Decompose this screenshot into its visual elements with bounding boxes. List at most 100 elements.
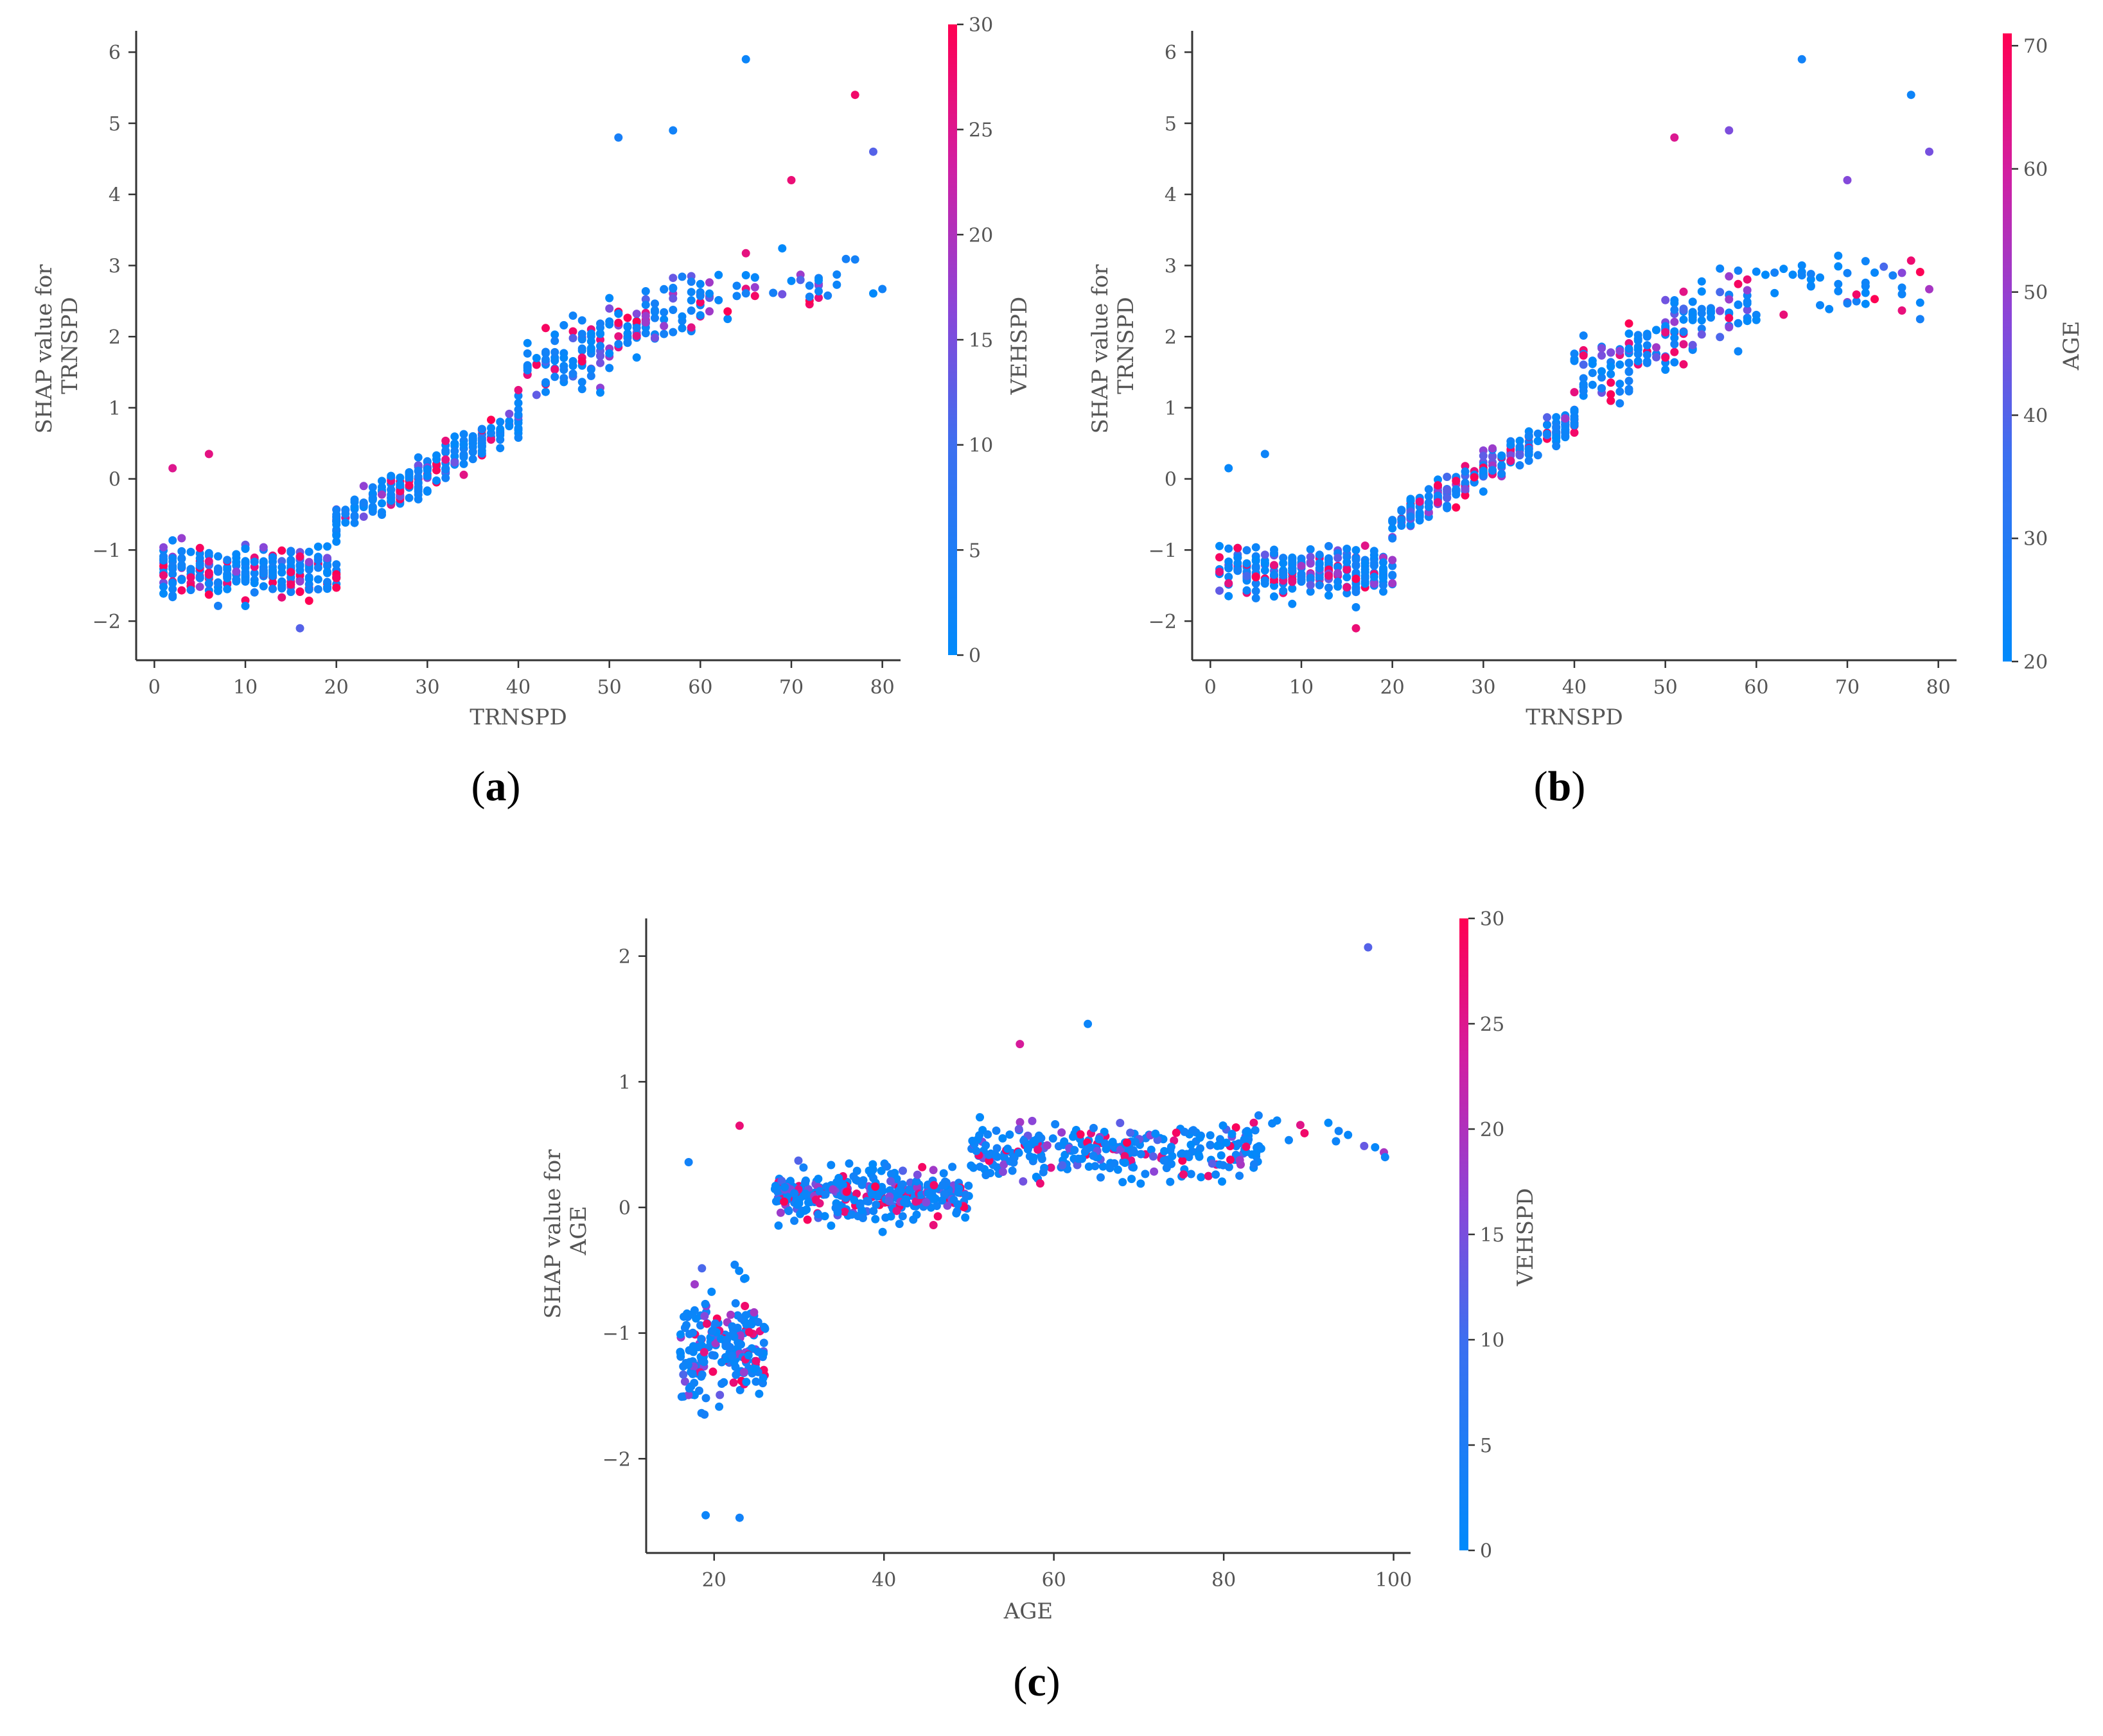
scatter-point <box>523 366 532 374</box>
scatter-point <box>1206 1141 1215 1150</box>
scatter-point <box>750 273 759 282</box>
scatter-point <box>378 482 386 491</box>
scatter-point <box>933 1212 942 1221</box>
scatter-point <box>983 1130 992 1139</box>
scatter-point <box>998 1168 1007 1176</box>
scatter-point <box>1725 272 1734 281</box>
scatter-point <box>586 344 595 353</box>
scatter-point <box>708 1351 717 1360</box>
scatter-point <box>1186 1170 1195 1179</box>
scatter-point <box>985 1156 994 1165</box>
scatter-point <box>414 466 423 475</box>
scatter-point <box>550 330 559 339</box>
scatter-point <box>286 568 295 577</box>
scatter-point <box>707 1287 716 1296</box>
panel-b-caption-letter: b <box>1548 763 1572 810</box>
scatter-point <box>1597 373 1606 382</box>
scatter-point <box>1397 522 1406 530</box>
x-tick-label: 80 <box>1211 1569 1236 1591</box>
scatter-point <box>1306 559 1315 568</box>
scatter-point <box>852 1189 861 1198</box>
scatter-point <box>698 1264 707 1273</box>
scatter-point <box>784 1207 793 1215</box>
scatter-point <box>559 321 568 329</box>
scatter-point <box>684 1390 693 1399</box>
scatter-point <box>632 324 641 332</box>
scatter-point <box>1206 1131 1215 1140</box>
scatter-point <box>939 1181 948 1190</box>
scatter-point <box>741 289 750 298</box>
scatter-point <box>1852 290 1861 299</box>
scatter-point <box>1615 346 1624 355</box>
scatter-point <box>651 306 659 315</box>
scatter-point <box>186 573 195 582</box>
scatter-point <box>1128 1146 1137 1155</box>
scatter-point <box>1351 546 1360 555</box>
scatter-point <box>596 335 604 344</box>
scatter-point <box>660 329 669 338</box>
scatter-point <box>967 1161 976 1170</box>
scatter-point <box>1388 561 1397 570</box>
x-tick-label: 70 <box>779 676 804 699</box>
scatter-point <box>596 351 604 360</box>
scatter-point <box>541 324 550 333</box>
scatter-point <box>332 583 341 592</box>
scatter-point <box>1670 317 1679 326</box>
scatter-point <box>1076 1130 1085 1139</box>
scatter-point <box>737 1340 745 1349</box>
scatter-point <box>1170 1136 1179 1145</box>
scatter-point <box>405 473 414 482</box>
scatter-point <box>1003 1144 1012 1153</box>
scatter-point <box>477 449 486 458</box>
scatter-point <box>1251 573 1260 582</box>
scatter-point <box>1725 295 1734 304</box>
scatter-point <box>696 279 705 288</box>
panel-c-y-label-line1: SHAP value for <box>540 1149 566 1319</box>
scatter-point <box>918 1162 927 1171</box>
scatter-point <box>1035 1131 1043 1140</box>
scatter-point <box>669 306 678 314</box>
scatter-point <box>703 1319 711 1328</box>
scatter-point <box>586 337 595 346</box>
scatter-point-outlier <box>669 126 678 135</box>
scatter-point <box>954 1188 963 1197</box>
scatter-point <box>250 569 259 577</box>
scatter-point <box>1159 1156 1168 1165</box>
scatter-point <box>350 495 359 504</box>
panel-c-x-ticks: 20 40 60 80 100 <box>702 1553 1412 1591</box>
scatter-point <box>820 1212 829 1221</box>
scatter-point <box>815 1199 824 1208</box>
scatter-point <box>614 319 623 328</box>
scatter-point <box>1233 543 1242 552</box>
scatter-point <box>1324 554 1333 563</box>
scatter-point <box>268 565 277 574</box>
scatter-point <box>1652 353 1660 362</box>
scatter-point <box>700 1410 709 1419</box>
panel-a-colorbar-label: VEHSPD <box>1007 297 1032 395</box>
scatter-point <box>1843 268 1852 277</box>
scatter-point <box>1306 587 1315 596</box>
scatter-point <box>1360 574 1369 583</box>
scatter-point <box>532 354 541 362</box>
scatter-point <box>378 499 386 508</box>
scatter-point <box>1251 556 1260 565</box>
scatter-point <box>1743 297 1752 306</box>
colorbar-tick-label: 50 <box>2023 282 2048 304</box>
scatter-point <box>1219 1121 1227 1130</box>
scatter-point <box>972 1146 981 1155</box>
scatter-point <box>1342 557 1351 566</box>
scatter-point <box>350 513 359 522</box>
scatter-point <box>864 1197 873 1206</box>
x-tick-label: 100 <box>1375 1569 1412 1591</box>
scatter-point <box>711 1319 720 1328</box>
scatter-point <box>1552 413 1561 422</box>
panel-c-caption-letter: c <box>1027 1658 1046 1705</box>
scatter-point <box>1479 452 1488 460</box>
scatter-point <box>897 1186 906 1195</box>
scatter-point <box>1443 486 1452 495</box>
scatter-point <box>1194 1150 1203 1159</box>
scatter-point <box>1897 268 1906 277</box>
scatter-point <box>939 1169 948 1178</box>
scatter-point <box>1069 1132 1077 1141</box>
scatter-point <box>277 557 286 566</box>
